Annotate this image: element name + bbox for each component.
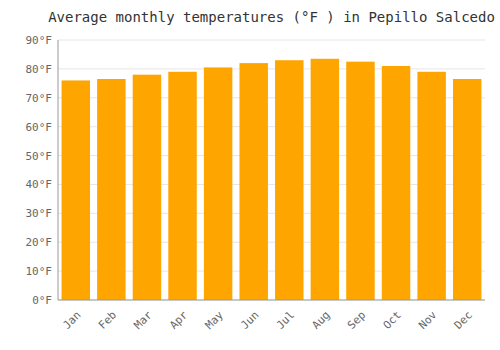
- bar: [417, 72, 445, 300]
- y-tick-label: 50°F: [26, 150, 53, 163]
- bar: [311, 59, 339, 300]
- y-tick-label: 60°F: [26, 121, 53, 134]
- x-tick-label: Mar: [131, 308, 155, 332]
- bar: [97, 79, 125, 300]
- y-tick-label: 80°F: [26, 63, 53, 76]
- y-tick-label: 40°F: [26, 178, 53, 191]
- x-tick-label: Feb: [96, 309, 119, 332]
- bar: [62, 80, 90, 300]
- y-tick-label: 10°F: [26, 265, 53, 278]
- bar: [382, 66, 410, 300]
- grid-line: [58, 300, 485, 301]
- y-tick-label: 70°F: [26, 92, 53, 105]
- x-tick-label: May: [203, 308, 227, 332]
- grid: [58, 40, 485, 300]
- x-tick-label: Apr: [167, 308, 191, 332]
- y-tick-label: 20°F: [26, 236, 53, 249]
- x-tick-label: Oct: [381, 309, 404, 332]
- bars: [62, 59, 482, 300]
- x-tick-label: Jan: [60, 309, 83, 332]
- bar: [133, 75, 161, 300]
- x-tick-label: Nov: [416, 308, 440, 332]
- x-axis-line: [58, 300, 485, 301]
- x-tick-label: Aug: [309, 309, 332, 332]
- chart: Average monthly temperatures (°F ) in Pe…: [0, 0, 500, 350]
- chart-container: Average monthly temperatures (°F ) in Pe…: [0, 0, 500, 350]
- x-tick-label: Jun: [238, 309, 261, 332]
- bar: [346, 62, 374, 300]
- grid-line: [58, 68, 485, 69]
- x-tick-label: Jul: [274, 309, 297, 332]
- title: Average monthly temperatures (°F ) in Pe…: [48, 9, 495, 25]
- y-tick-label: 0°F: [32, 294, 52, 307]
- x-tick-label: Dec: [452, 309, 475, 332]
- x-tick-label: Sep: [345, 309, 368, 332]
- bar: [239, 63, 267, 300]
- grid-line: [58, 40, 485, 41]
- bar: [204, 67, 232, 300]
- bar: [168, 72, 196, 300]
- y-tick-label: 30°F: [26, 207, 53, 220]
- y-tick-label: 90°F: [26, 34, 53, 47]
- bar: [453, 79, 481, 300]
- y-axis-line: [58, 40, 59, 300]
- bar: [275, 60, 303, 300]
